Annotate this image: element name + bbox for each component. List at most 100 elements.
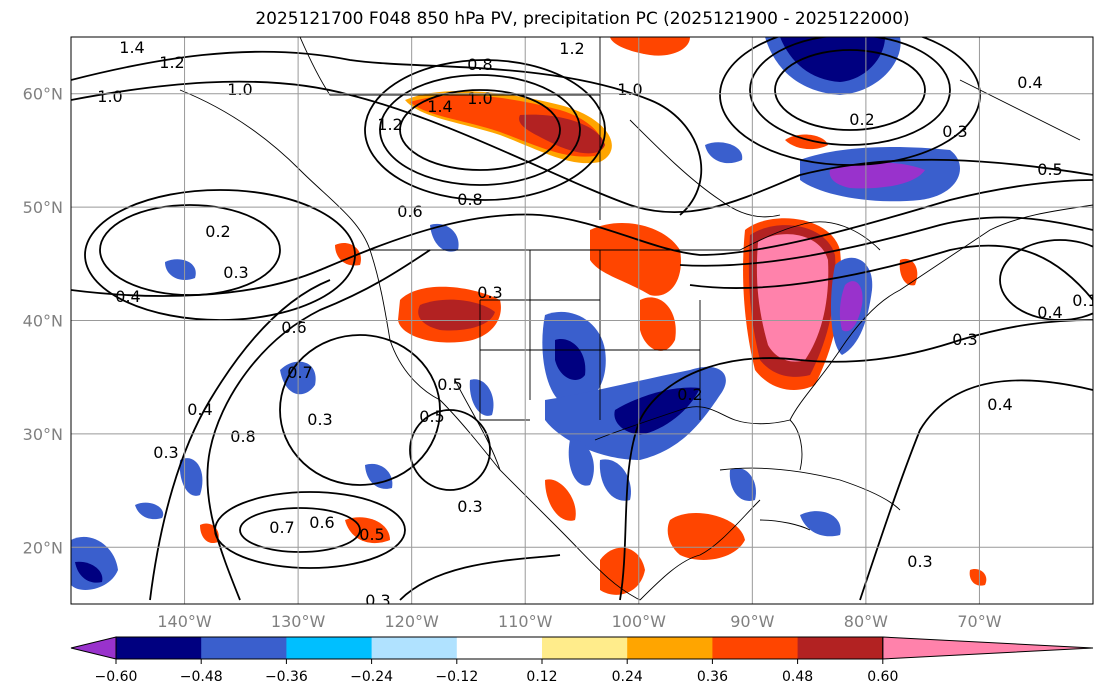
colorbar-tick-label: 0.60 (867, 669, 898, 685)
svg-text:1.2: 1.2 (159, 53, 184, 72)
colorbar-segment (797, 637, 884, 659)
svg-text:0.6: 0.6 (309, 513, 334, 532)
svg-text:1.2: 1.2 (559, 39, 584, 58)
colorbar-tick-label: −0.36 (265, 669, 308, 685)
colorbar-tick-label: −0.24 (350, 669, 393, 685)
precip-blob-positive (667, 512, 745, 560)
colorbar-tick-label: −0.12 (435, 669, 478, 685)
svg-text:0.3: 0.3 (153, 443, 178, 462)
svg-text:1.0: 1.0 (617, 80, 642, 99)
svg-text:0.1: 0.1 (1072, 291, 1097, 310)
precip-blob-negative (555, 339, 586, 380)
svg-text:0.4: 0.4 (115, 287, 140, 306)
lat-tick-label: 60°N (23, 85, 63, 104)
precip-blob-negative (705, 142, 743, 164)
svg-text:0.8: 0.8 (230, 427, 255, 446)
svg-text:0.3: 0.3 (942, 122, 967, 141)
colorbar-tick-label: 0.24 (612, 669, 643, 685)
colorbar-tick-label: −0.48 (180, 669, 223, 685)
svg-text:0.4: 0.4 (187, 400, 212, 419)
precip-blob-negative (469, 379, 494, 416)
svg-text:0.3: 0.3 (365, 591, 390, 610)
precip-blob-negative (800, 511, 841, 537)
gridlines (71, 37, 1093, 604)
precip-blob-negative (179, 458, 203, 496)
precip-blob-positive (969, 569, 987, 586)
lon-tick-label: 110°W (498, 612, 553, 631)
precip-blob-positive (418, 299, 495, 331)
svg-text:0.3: 0.3 (307, 410, 332, 429)
svg-text:0.8: 0.8 (467, 55, 492, 74)
svg-text:0.2: 0.2 (849, 110, 874, 129)
svg-text:1.0: 1.0 (227, 80, 252, 99)
colorbar-segment (286, 637, 373, 659)
precip-blob-negative (75, 561, 103, 583)
precip-blob-negative (165, 259, 196, 281)
precip-blob-positive (756, 234, 829, 362)
lat-tick-label: 50°N (23, 198, 63, 217)
svg-text:1.0: 1.0 (467, 89, 492, 108)
lat-tick-label: 40°N (23, 312, 63, 331)
svg-text:1.4: 1.4 (427, 97, 452, 116)
precip-blob-negative (614, 387, 700, 435)
map-frame (70, 36, 1094, 605)
svg-text:0.5: 0.5 (1037, 160, 1062, 179)
colorbar-outline (115, 636, 884, 660)
svg-text:0.3: 0.3 (457, 497, 482, 516)
colorbar-extend-min (70, 636, 117, 660)
lon-tick-label: 140°W (157, 612, 212, 631)
precip-blob-negative (729, 468, 756, 501)
svg-text:1.0: 1.0 (97, 87, 122, 106)
contour-labels: 1.4 1.2 1.0 1.0 1.2 1.4 1.0 0.8 1.0 1.2 … (97, 38, 1097, 610)
colorbar-tick-label: −0.60 (95, 669, 138, 685)
svg-text:0.3: 0.3 (223, 263, 248, 282)
axis-ticks: 140°W 130°W 120°W 110°W 100°W 90°W 80°W 70°W 60°… (23, 85, 1002, 631)
colorbar-segment (371, 637, 458, 659)
colorbar-tick-label: 0.12 (526, 669, 557, 685)
colorbar-tick-label: 0.48 (782, 669, 813, 685)
precip-blob-negative (599, 459, 631, 501)
lon-tick-label: 90°W (730, 612, 774, 631)
colorbar-segment (712, 637, 799, 659)
svg-text:0.5: 0.5 (419, 407, 444, 426)
precip-blob-positive (899, 258, 918, 286)
lon-tick-label: 80°W (844, 612, 888, 631)
svg-text:0.3: 0.3 (907, 552, 932, 571)
precip-blob-positive (590, 222, 681, 296)
lon-tick-label: 70°W (957, 612, 1001, 631)
colorbar-segment (456, 637, 543, 659)
colorbar: −0.60 −0.48 −0.36 −0.24 −0.12 0.12 0.24 0.36 0.4… (70, 636, 1094, 685)
precip-blob-positive (519, 114, 605, 154)
coastlines (179, 37, 1093, 601)
svg-text:0.7: 0.7 (269, 518, 294, 537)
precip-blob-negative (365, 463, 393, 489)
svg-text:0.3: 0.3 (952, 330, 977, 349)
svg-text:0.7: 0.7 (287, 363, 312, 382)
precip-blob-positive (545, 479, 576, 521)
svg-text:0.6: 0.6 (397, 202, 422, 221)
svg-text:1.4: 1.4 (119, 38, 144, 57)
lat-tick-label: 30°N (23, 425, 63, 444)
precip-blob-negative (430, 223, 459, 252)
precip-blob-negative (780, 37, 885, 82)
svg-text:0.4: 0.4 (1017, 73, 1042, 92)
pv-contours (71, 37, 1093, 601)
svg-text:0.5: 0.5 (437, 375, 462, 394)
precip-blob-negative (135, 502, 164, 520)
colorbar-segment (627, 637, 713, 659)
svg-text:0.2: 0.2 (677, 385, 702, 404)
lat-tick-label: 20°N (23, 538, 63, 557)
svg-text:0.6: 0.6 (281, 318, 306, 337)
precip-blob-negative (839, 281, 863, 332)
svg-text:0.4: 0.4 (987, 395, 1012, 414)
lon-tick-label: 120°W (384, 612, 439, 631)
svg-text:0.5: 0.5 (359, 525, 384, 544)
chart-title: 2025121700 F048 850 hPa PV, precipitatio… (255, 9, 910, 29)
precip-blob-positive (610, 37, 690, 56)
precip-blob-positive (640, 297, 676, 351)
precip-blob-negative (829, 162, 925, 189)
svg-text:0.4: 0.4 (1037, 303, 1062, 322)
colorbar-segment (201, 637, 287, 659)
